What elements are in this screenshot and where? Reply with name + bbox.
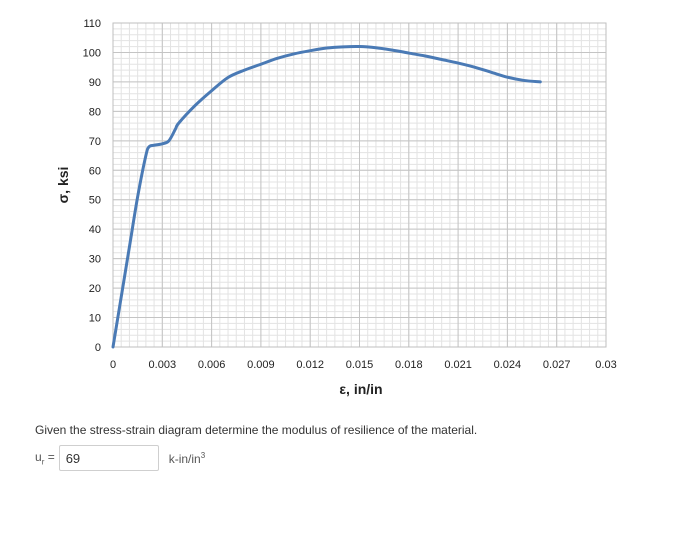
x-axis-title: ε, in/in — [339, 381, 382, 397]
x-tick-label: 0.003 — [149, 359, 177, 371]
major-grid — [113, 23, 606, 347]
answer-row: ur = k-in/in3 — [35, 444, 205, 472]
y-tick-label: 30 — [89, 254, 101, 266]
modulus-label-equals: = — [44, 449, 55, 464]
modulus-label-subscript: r — [41, 457, 45, 467]
x-tick-label: 0.006 — [198, 359, 226, 371]
x-tick-label: 0.015 — [346, 359, 374, 371]
x-tick-label: 0.009 — [247, 359, 275, 371]
y-tick-labels: 0 10 20 30 40 50 60 70 80 90 100 110 — [83, 18, 101, 354]
stress-strain-curve — [111, 45, 542, 349]
y-tick-label: 20 — [89, 283, 101, 295]
x-tick-label: 0.03 — [595, 359, 616, 371]
y-tick-label: 70 — [89, 136, 101, 148]
y-tick-label: 10 — [89, 313, 101, 325]
x-tick-labels: 0 0.003 0.006 0.009 0.012 0.015 0.018 0.021 0.02… — [110, 359, 617, 371]
x-tick-label: 0.018 — [395, 359, 423, 371]
y-tick-label: 90 — [89, 77, 101, 89]
y-tick-label: 0 — [95, 342, 101, 354]
modulus-label-symbol: u — [35, 449, 42, 464]
x-tick-label: 0.027 — [543, 359, 571, 371]
unit-label-superscript: 3 — [200, 450, 206, 460]
modulus-label: ur = — [35, 450, 55, 466]
stress-strain-chart: 0 0.003 0.006 0.009 0.012 0.015 0.018 0.021 0.02… — [55, 18, 617, 397]
x-tick-label: 0.024 — [494, 359, 522, 371]
y-tick-label: 40 — [89, 224, 101, 236]
y-axis-title: σ, ksi — [55, 167, 71, 204]
y-tick-label: 80 — [89, 106, 101, 118]
y-tick-label: 100 — [83, 47, 101, 59]
unit-label-text: k-in/in — [168, 451, 201, 466]
answer-input[interactable] — [58, 445, 159, 471]
plot-border — [112, 22, 607, 348]
y-tick-label: 110 — [83, 18, 101, 30]
unit-label: k-in/in3 — [169, 451, 205, 466]
x-tick-label: 0.021 — [444, 359, 472, 371]
question-text: Given the stress-strain diagram determin… — [35, 423, 478, 437]
y-tick-label: 60 — [89, 165, 101, 177]
y-tick-label: 50 — [89, 195, 101, 207]
x-tick-label: 0 — [110, 359, 116, 371]
x-tick-label: 0.012 — [296, 359, 324, 371]
